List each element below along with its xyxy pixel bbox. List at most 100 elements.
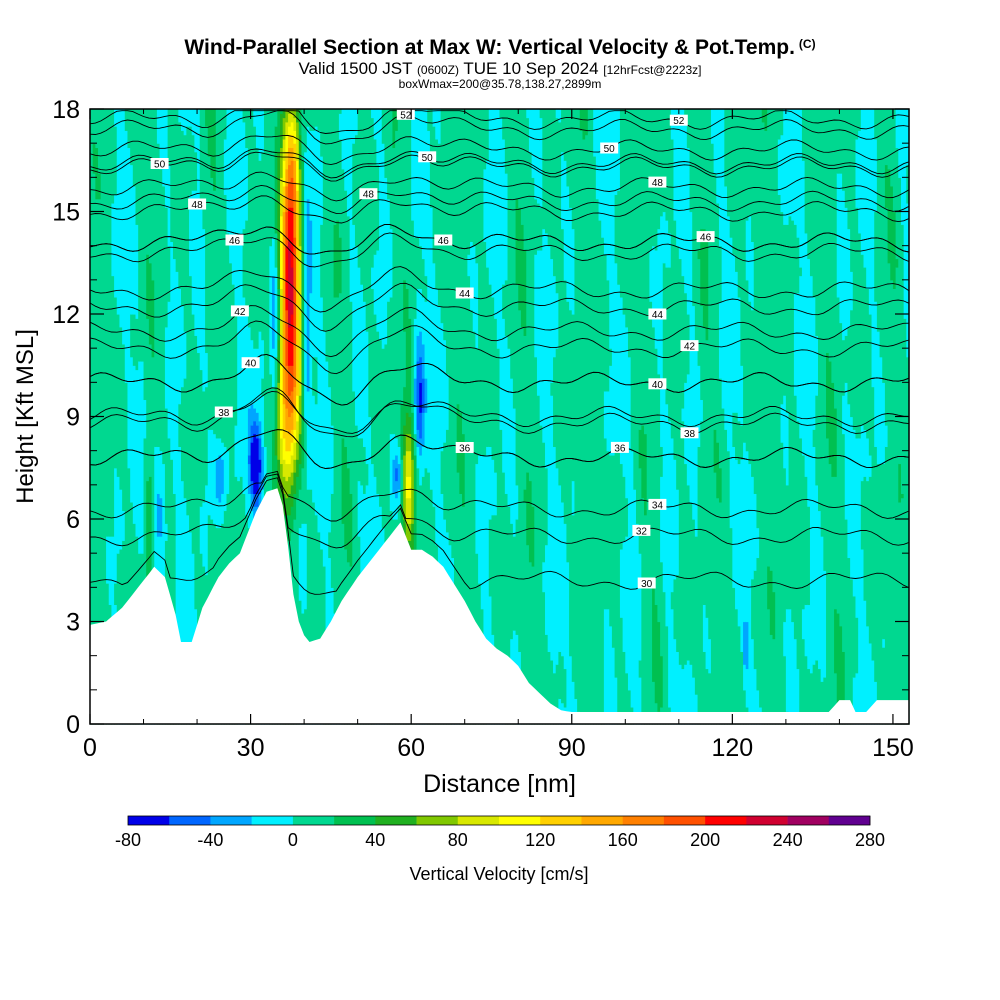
w-cell xyxy=(253,506,257,520)
w-cell xyxy=(258,160,262,332)
w-cell xyxy=(842,395,846,435)
w-cell xyxy=(405,476,410,499)
colorbar-swatch xyxy=(540,816,582,825)
w-cell xyxy=(732,254,736,413)
w-cell xyxy=(804,232,808,477)
w-cell xyxy=(309,109,313,131)
w-cell xyxy=(780,109,784,136)
w-cell xyxy=(534,356,538,725)
w-cell xyxy=(389,228,394,298)
w-cell xyxy=(349,109,353,302)
colorbar-frame xyxy=(127,815,871,826)
w-cell xyxy=(876,463,881,717)
w-cell xyxy=(713,472,717,725)
w-cell xyxy=(154,109,158,447)
w-cell xyxy=(649,249,653,302)
w-cell xyxy=(866,625,870,725)
w-cell xyxy=(164,207,169,328)
w-cell xyxy=(804,655,808,725)
w-cell xyxy=(553,275,557,358)
w-cell xyxy=(842,433,846,652)
w-cell xyxy=(154,446,158,580)
w-cell xyxy=(285,168,289,187)
w-cell xyxy=(545,544,549,635)
w-cell xyxy=(528,109,533,153)
w-cell xyxy=(288,113,292,127)
w-cell xyxy=(285,309,289,366)
colorbar-swatch xyxy=(457,816,500,825)
w-cell xyxy=(871,659,875,725)
w-cell xyxy=(162,185,166,465)
w-cell xyxy=(403,331,407,388)
w-cell xyxy=(619,296,624,465)
w-cell xyxy=(834,407,838,477)
w-cell xyxy=(322,331,327,567)
y-tick-label: 18 xyxy=(52,96,80,124)
colorbar-tick-label: 0 xyxy=(288,830,298,850)
w-cell xyxy=(445,373,450,430)
x-tick-label: 30 xyxy=(237,734,265,762)
theta-label-bg xyxy=(680,340,699,352)
w-cell xyxy=(290,177,295,208)
w-cell xyxy=(221,442,225,460)
w-cell xyxy=(301,467,305,524)
w-cell xyxy=(242,121,246,230)
w-cell xyxy=(751,109,755,242)
w-cell xyxy=(338,113,343,140)
w-cell xyxy=(809,275,814,674)
w-cell xyxy=(421,296,426,345)
w-cell xyxy=(523,335,527,490)
w-cell xyxy=(536,395,541,725)
w-cell xyxy=(542,591,546,725)
w-cell xyxy=(229,109,233,264)
w-cell xyxy=(791,621,795,725)
w-cell xyxy=(633,109,637,490)
w-cell xyxy=(502,109,506,140)
w-cell xyxy=(290,314,295,366)
w-cell xyxy=(336,109,340,221)
w-cell xyxy=(783,621,787,657)
w-cell xyxy=(293,237,297,345)
w-cell xyxy=(132,109,137,187)
w-cell xyxy=(654,604,659,704)
w-cell xyxy=(705,339,709,618)
w-cell xyxy=(542,561,546,593)
w-cell xyxy=(697,249,701,260)
w-cell xyxy=(767,608,771,725)
w-cell xyxy=(496,348,501,674)
w-cell xyxy=(480,454,485,610)
w-cell xyxy=(288,416,292,435)
w-cell xyxy=(625,672,629,725)
w-cell xyxy=(218,501,222,529)
w-cell xyxy=(413,433,418,456)
w-cell xyxy=(354,109,359,136)
w-cell xyxy=(405,109,410,289)
w-cell xyxy=(751,476,755,580)
w-cell xyxy=(494,472,498,516)
w-cell xyxy=(662,211,667,264)
w-cell xyxy=(181,386,185,482)
w-cell xyxy=(448,109,452,546)
w-cell xyxy=(306,198,311,392)
w-cell xyxy=(566,185,570,302)
w-cell xyxy=(421,258,426,298)
w-cell xyxy=(553,672,557,725)
w-cell xyxy=(352,143,356,225)
w-cell xyxy=(290,134,295,149)
w-cell xyxy=(296,160,300,191)
w-cell xyxy=(253,109,257,127)
w-cell xyxy=(288,476,292,494)
w-cell xyxy=(100,109,104,665)
w-cell xyxy=(298,245,303,396)
w-cell xyxy=(191,553,195,708)
w-cell xyxy=(788,608,792,725)
w-cell xyxy=(424,109,428,277)
w-cell xyxy=(510,523,514,640)
w-cell xyxy=(288,514,292,541)
w-cell xyxy=(304,109,308,153)
colorbar-tick-label: 160 xyxy=(608,830,638,850)
w-cell xyxy=(416,288,420,336)
w-cell xyxy=(146,109,150,255)
theta-contour-line xyxy=(89,266,910,313)
w-cell xyxy=(357,480,361,537)
